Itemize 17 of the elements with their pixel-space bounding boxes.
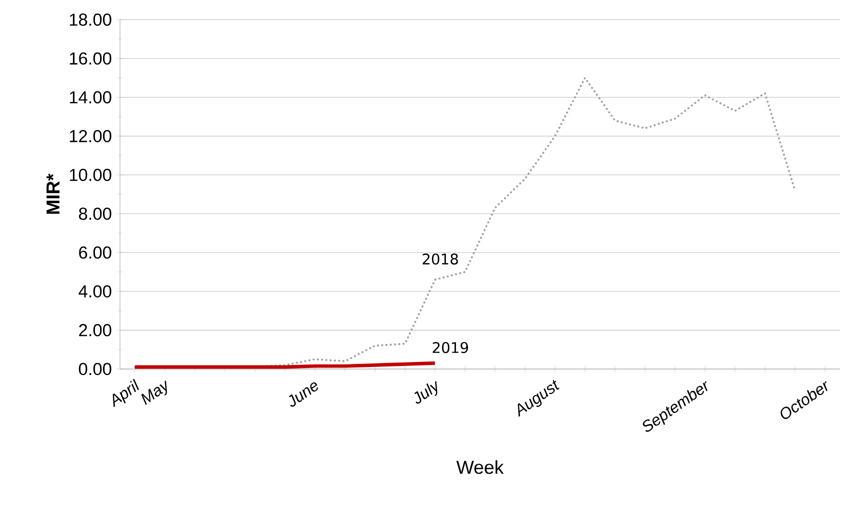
y-tick-label: 4.00 [78, 285, 112, 298]
y-tick-label: 2.00 [79, 324, 112, 336]
y-tick-label: 14.00 [70, 91, 112, 104]
x-axis-title: Week [456, 460, 504, 474]
y-tick-label: 18.00 [70, 14, 112, 26]
y-tick-label: 10.00 [70, 168, 112, 182]
y-tick-label: 6.00 [79, 246, 112, 259]
series-label: 2018 [422, 253, 458, 265]
y-tick-label: 8.00 [78, 208, 112, 220]
y-tick-label: 12.00 [70, 130, 112, 142]
y-axis-title: MIR* [46, 174, 60, 214]
y-tick-label: 0.00 [78, 362, 112, 376]
x-tick-label: July [414, 381, 438, 404]
y-tick-label: 16.00 [70, 52, 112, 65]
series-label: 2019 [432, 342, 468, 354]
x-tick-label: May [141, 380, 167, 405]
x-tick-label: June [289, 382, 318, 407]
